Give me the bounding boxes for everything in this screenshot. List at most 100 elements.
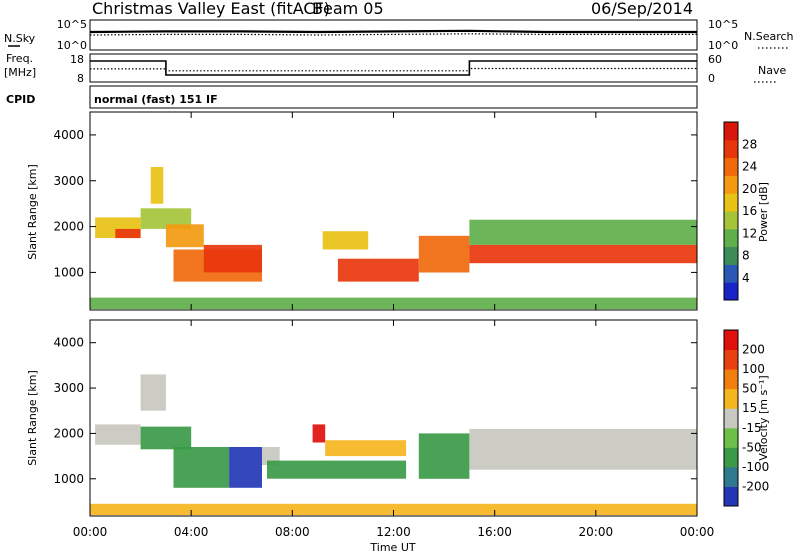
freq-label-line2: [MHz] xyxy=(4,66,36,79)
heatmap-region-1 xyxy=(140,374,166,411)
heatmap-region-11 xyxy=(469,244,697,264)
power-ytick-label: 4000 xyxy=(53,128,84,142)
velocity-colorbar-tick: -200 xyxy=(742,479,769,493)
velocity-ytick-label: 2000 xyxy=(53,426,84,440)
heatmap-region-6 xyxy=(203,244,262,273)
heatmap-region-2 xyxy=(140,426,192,450)
cpid-label: CPID xyxy=(6,93,35,106)
power-colorbar-swatch xyxy=(724,228,738,248)
power-x-axis xyxy=(89,112,698,310)
heatmap-region-1 xyxy=(115,228,141,239)
power-colorbar-swatch xyxy=(724,139,738,159)
power-colorbar-swatch xyxy=(724,282,738,301)
time-tick-label: 20:00 xyxy=(579,525,614,539)
cpid-value: normal (fast) 151 IF xyxy=(94,93,218,106)
velocity-colorbar-swatch xyxy=(724,466,738,487)
nsearch-label: N.Search xyxy=(744,30,794,43)
power-colorbar-tick: 16 xyxy=(742,204,757,218)
date-label: 06/Sep/2014 xyxy=(591,0,693,18)
power-colorbar-swatch xyxy=(724,175,738,194)
nsky-tick-bottom: 10^0 xyxy=(57,39,87,52)
time-tick-label: 16:00 xyxy=(477,525,512,539)
nsearch-tick-bottom: 10^0 xyxy=(708,39,738,52)
time-tick-label: 12:00 xyxy=(376,525,411,539)
heatmap-region-3 xyxy=(150,167,164,204)
heatmap-region-10 xyxy=(469,428,697,470)
power-colorbar-swatch xyxy=(724,193,738,212)
velocity-heatmap xyxy=(90,374,697,516)
power-ytick-label: 1000 xyxy=(53,265,84,279)
power-ytick-label: 3000 xyxy=(53,174,84,188)
heatmap-region-9 xyxy=(418,433,470,479)
power-colorbar-tick: 24 xyxy=(742,160,757,174)
freq-tick-top: 18 xyxy=(70,53,84,66)
power-colorbar-swatch xyxy=(724,211,738,230)
heatmap-region-10 xyxy=(469,219,697,245)
nsky-series xyxy=(89,29,697,36)
station-title: Christmas Valley East (fitACF) xyxy=(92,0,330,18)
nsky-label: N.Sky xyxy=(4,32,36,45)
heatmap-region-12 xyxy=(90,297,697,310)
power-colorbar-tick: 28 xyxy=(742,137,757,151)
power-colorbar-tick: 4 xyxy=(742,271,750,285)
velocity-colorbar-swatch xyxy=(724,388,738,409)
power-colorbar-swatch xyxy=(724,264,738,283)
velocity-colorbar-tick: 50 xyxy=(742,382,757,396)
velocity-colorbar-swatch xyxy=(724,330,738,351)
nsearch-tick-top: 10^5 xyxy=(708,18,738,31)
nave-label: Nave xyxy=(758,64,786,77)
nave-tick-bottom: 0 xyxy=(708,72,715,85)
freq-panel-frame xyxy=(89,53,698,83)
nave-line xyxy=(90,67,697,72)
freq-tick-bottom: 8 xyxy=(77,72,84,85)
velocity-colorbar-label: Velocity [m s⁻¹] xyxy=(757,375,770,460)
power-colorbar-tick: 12 xyxy=(742,226,757,240)
power-colorbar-frame xyxy=(723,121,739,301)
beam-label: Beam 05 xyxy=(312,0,384,18)
power-colorbar-swatch xyxy=(724,122,738,141)
velocity-colorbar-swatch xyxy=(724,427,738,448)
heatmap-region-7 xyxy=(322,231,369,250)
cpid-panel-frame xyxy=(89,85,698,109)
velocity-colorbar-tick: -100 xyxy=(742,460,769,474)
power-heatmap xyxy=(90,167,697,310)
freq-line xyxy=(90,60,697,76)
velocity-colorbar-swatch xyxy=(724,349,738,370)
velocity-y-axis: 4000 3000 2000 1000 xyxy=(53,336,697,486)
power-colorbar: 28 24 20 16 12 8 4 xyxy=(723,121,757,301)
power-ylabel: Slant Range [km] xyxy=(26,164,39,260)
power-y-axis: 4000 3000 2000 1000 xyxy=(53,128,697,279)
heatmap-region-0 xyxy=(95,424,141,445)
power-colorbar-swatch xyxy=(724,157,738,176)
time-tick-label: 08:00 xyxy=(275,525,310,539)
power-ytick-label: 2000 xyxy=(53,220,84,234)
nsky-tick-top: 10^5 xyxy=(57,18,87,31)
time-axis-title: Time UT xyxy=(369,541,415,554)
velocity-colorbar-tick: 15 xyxy=(742,401,757,415)
heatmap-region-8 xyxy=(267,460,407,479)
nsearch-line xyxy=(89,33,697,36)
power-colorbar-tick: 20 xyxy=(742,182,757,196)
freq-series xyxy=(90,60,697,76)
velocity-colorbar-swatch xyxy=(724,447,738,468)
velocity-ytick-label: 3000 xyxy=(53,381,84,395)
velocity-x-axis xyxy=(89,320,698,516)
heatmap-region-4 xyxy=(165,224,204,248)
velocity-colorbar: 200 100 50 15 -15 -50 -100 -200 xyxy=(723,329,769,507)
heatmap-region-2 xyxy=(140,208,192,229)
heatmap-region-9 xyxy=(418,235,470,273)
velocity-colorbar-tick: 200 xyxy=(742,343,765,357)
time-axis-labels: 00:00 04:00 08:00 12:00 16:00 20:00 00:00 xyxy=(73,525,715,539)
velocity-ylabel: Slant Range [km] xyxy=(26,370,39,466)
velocity-colorbar-tick: -15 xyxy=(742,421,762,435)
time-tick-label: 00:00 xyxy=(680,525,715,539)
power-colorbar-label: Power [dB] xyxy=(757,182,770,242)
power-colorbar-swatch xyxy=(724,246,738,265)
velocity-colorbar-tick: 100 xyxy=(742,362,765,376)
heatmap-region-7 xyxy=(325,440,407,457)
velocity-colorbar-tick: -50 xyxy=(742,440,762,454)
power-colorbar-tick: 8 xyxy=(742,249,750,263)
velocity-ytick-label: 1000 xyxy=(53,472,84,486)
heatmap-region-8 xyxy=(337,258,419,282)
